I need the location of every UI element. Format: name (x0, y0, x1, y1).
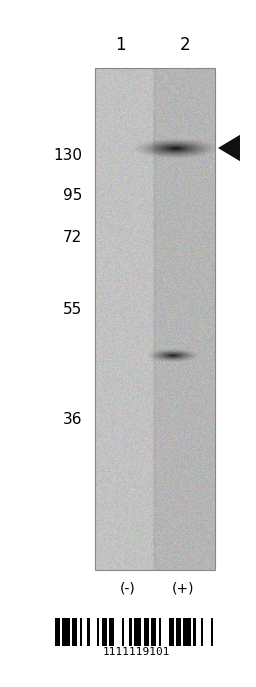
Bar (97, 618, 99, 646)
Text: 55: 55 (63, 302, 82, 317)
Bar (176, 618, 181, 646)
Bar (201, 618, 203, 646)
Bar (144, 618, 149, 646)
Bar (109, 618, 114, 646)
Text: (-): (-) (120, 581, 136, 595)
Bar (87, 618, 90, 646)
Text: 130: 130 (53, 148, 82, 163)
Bar (159, 618, 161, 646)
Bar (80, 618, 82, 646)
Text: 1111119101: 1111119101 (103, 647, 170, 657)
Bar (211, 618, 213, 646)
Bar (151, 618, 156, 646)
Text: 2: 2 (180, 36, 190, 54)
Bar (55, 618, 60, 646)
Text: 1: 1 (115, 36, 125, 54)
Bar (193, 618, 196, 646)
Text: 36: 36 (62, 412, 82, 427)
Text: 95: 95 (63, 188, 82, 203)
Bar (134, 618, 141, 646)
Bar (62, 618, 70, 646)
Bar (95, 68, 215, 570)
Bar (184, 618, 191, 646)
Bar (72, 618, 77, 646)
Bar (129, 618, 132, 646)
Bar (169, 618, 174, 646)
Text: 72: 72 (63, 231, 82, 245)
Bar (122, 618, 124, 646)
Polygon shape (218, 135, 240, 161)
Bar (102, 618, 107, 646)
Text: (+): (+) (172, 581, 194, 595)
